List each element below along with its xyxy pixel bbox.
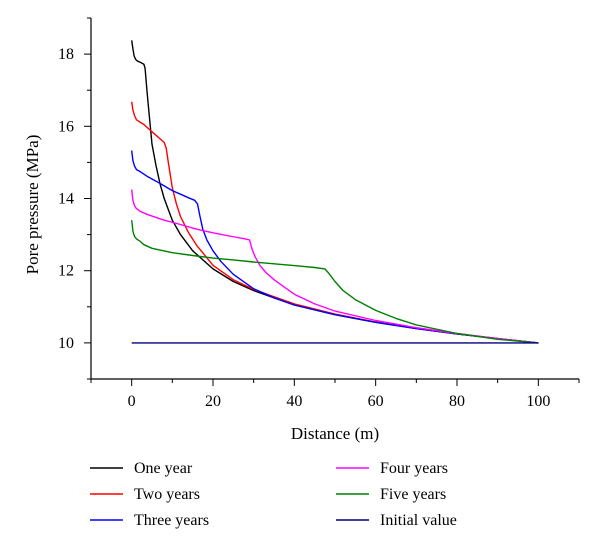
- y-tick-label: 16: [58, 118, 74, 135]
- y-axis-title: Pore pressure (MPa): [23, 135, 42, 275]
- y-tick-label: 18: [58, 46, 74, 63]
- x-tick-label: 60: [368, 393, 384, 410]
- series-line-five-years: [131, 220, 539, 344]
- y-tick-label: 14: [58, 191, 74, 208]
- legend-label: Five years: [380, 486, 446, 503]
- x-tick-label: 100: [526, 393, 550, 410]
- series-line-two-years: [131, 101, 539, 344]
- series-line-one-year: [131, 40, 539, 344]
- y-tick-label: 10: [58, 335, 74, 352]
- legend-item-one-year: One year: [90, 460, 193, 477]
- legend-item-initial-value: Initial value: [336, 512, 457, 529]
- axes: 0 20 40 60 80 100 10 12 14 16 18: [58, 17, 580, 410]
- x-tick-label: 80: [449, 393, 465, 410]
- legend-item-two-years: Two years: [90, 486, 200, 503]
- series-line-four-years: [131, 189, 539, 344]
- legend: One year Two years Three years Four years Fi…: [90, 460, 457, 529]
- legend-label: Three years: [134, 512, 209, 529]
- legend-label: Initial value: [380, 512, 457, 529]
- x-tick-label: 0: [128, 393, 136, 410]
- y-tick-label: 12: [58, 263, 74, 280]
- legend-item-five-years: Five years: [336, 486, 446, 503]
- x-axis-title: Distance (m): [291, 424, 379, 443]
- legend-label: Two years: [134, 486, 200, 503]
- legend-label: One year: [134, 460, 193, 477]
- x-tick-label: 40: [286, 393, 302, 410]
- legend-label: Four years: [380, 460, 448, 477]
- legend-item-four-years: Four years: [336, 460, 448, 477]
- x-tick-label: 20: [205, 393, 221, 410]
- series-layer: [131, 40, 539, 344]
- series-line-three-years: [131, 150, 539, 344]
- legend-item-three-years: Three years: [90, 512, 209, 529]
